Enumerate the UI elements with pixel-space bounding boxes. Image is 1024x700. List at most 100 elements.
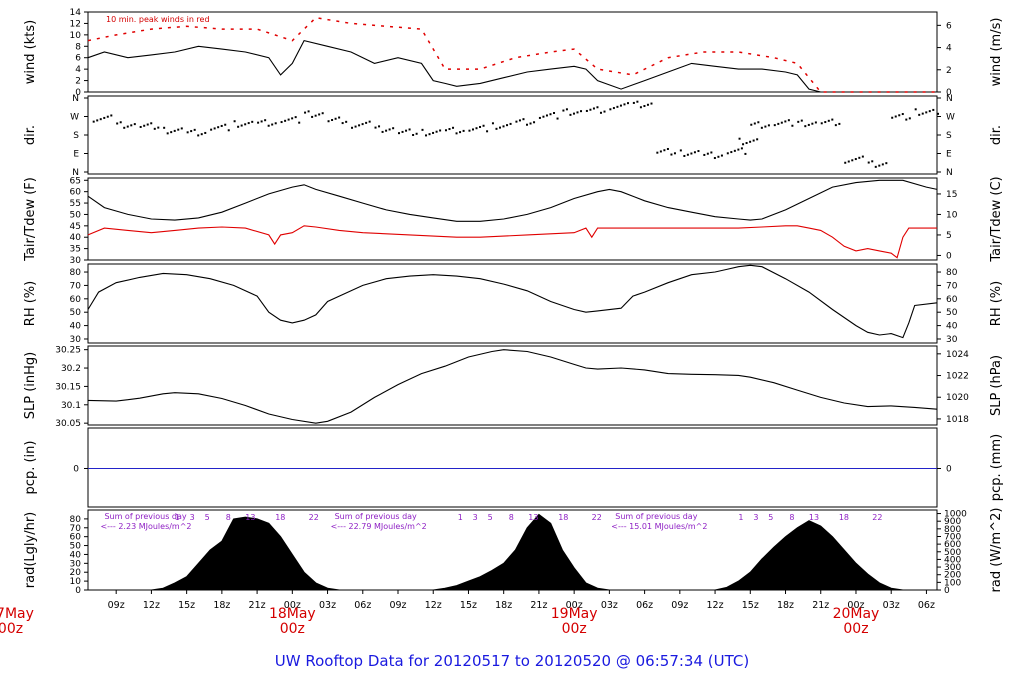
dir-point — [733, 149, 736, 152]
temp-ylabel-right: Tair/Tdew (C) — [989, 176, 1004, 262]
dir-point — [204, 131, 207, 134]
dir-point — [271, 123, 274, 126]
dir-point — [479, 125, 482, 128]
dir-point — [693, 151, 696, 154]
dir-point — [861, 155, 864, 158]
dir-point — [529, 122, 532, 125]
dir-tick-label: W — [70, 113, 79, 123]
wind-tick-label-right: 2 — [946, 66, 952, 76]
temp-tick-label-right: 15 — [946, 190, 957, 200]
dir-point — [307, 110, 310, 113]
rad-hour-mark: 18 — [839, 513, 849, 522]
rh-tick-label-right: 30 — [946, 335, 958, 345]
rad-hour-mark: 22 — [872, 513, 882, 522]
rad-ylabel-right: rad (W/m^2) — [989, 508, 1004, 593]
dir-point — [459, 131, 462, 134]
dir-point — [244, 123, 247, 126]
day-hour-label: 00z — [562, 621, 587, 637]
dir-point — [405, 129, 408, 132]
dir-point — [908, 117, 911, 120]
rad-hour-mark: 18 — [275, 513, 285, 522]
slp-ylabel-right: SLP (hPa) — [989, 355, 1004, 416]
dir-point — [905, 118, 908, 121]
rad-tick-label: 40 — [70, 550, 82, 560]
dir-point — [522, 118, 525, 121]
rh-tick-label-right: 80 — [946, 268, 958, 278]
dir-point — [119, 121, 122, 124]
rad-hour-mark: 13 — [245, 513, 255, 522]
rh-ylabel-left: RH (%) — [23, 281, 38, 326]
x-tick-label: 03z — [601, 600, 618, 611]
dir-point — [740, 147, 743, 150]
rad-annotation-line2: <--- 15.01 MJoules/m^2 — [611, 522, 707, 531]
dir-point — [777, 122, 780, 125]
rh-tick-label: 80 — [70, 268, 82, 278]
dir-point — [327, 120, 330, 123]
dir-point — [509, 122, 512, 125]
dir-point — [157, 126, 160, 129]
dir-point — [96, 119, 99, 122]
dir-point — [321, 112, 324, 115]
rad-hour-mark: 3 — [473, 513, 478, 522]
dir-point — [626, 102, 629, 105]
rad-annotation-line1: Sum of previous day — [104, 512, 186, 521]
temp-tick-label: 60 — [70, 188, 82, 198]
dir-point — [314, 114, 317, 117]
dir-point — [791, 124, 794, 127]
dir-point — [392, 127, 395, 130]
dir-point — [475, 127, 478, 130]
dir-point — [126, 125, 129, 128]
rad-tick-label: 60 — [70, 533, 82, 543]
x-tick-label: 00z — [847, 600, 864, 611]
dir-tick-label: N — [72, 94, 79, 104]
wind-series-wind — [87, 39, 937, 93]
dir-point — [374, 126, 377, 129]
dir-point — [515, 120, 518, 123]
rad-hour-mark: 3 — [753, 513, 758, 522]
rad-ylabel-left: rad(Lgly/hr) — [23, 512, 38, 588]
dir-point — [639, 106, 642, 109]
temp-tick-label: 40 — [70, 233, 82, 243]
rad-hour-mark: 3 — [190, 513, 195, 522]
dir-point — [780, 121, 783, 124]
dir-point — [585, 109, 588, 112]
rad-tick-label-right: 500 — [944, 548, 961, 558]
rad-tick-label-right: 0 — [944, 586, 950, 596]
x-tick-label: 12z — [707, 600, 724, 611]
day-hour-label: 00z — [0, 621, 23, 637]
rh-panel: RH (%) RH (%) 30 40 50 60 70 80 30 40 50 60 70 80 — [23, 263, 1004, 345]
dir-point — [686, 153, 689, 156]
rad-tick-label: 30 — [70, 559, 82, 569]
wind-tick-label: 12 — [70, 19, 81, 29]
dir-point — [838, 122, 841, 125]
slp-tick-label: 30.05 — [55, 419, 81, 429]
dir-point — [925, 111, 928, 114]
dir-panel: dir. dir.N NE ES SW WN N — [23, 94, 1004, 178]
dir-point — [415, 132, 418, 135]
dir-point — [713, 157, 716, 160]
day-label: 19May — [551, 606, 598, 622]
slp-tick-label: 30.15 — [55, 382, 81, 392]
wind-tick-label: 8 — [75, 42, 81, 52]
dir-point — [632, 101, 635, 104]
dir-point — [858, 156, 861, 159]
slp-frame — [87, 345, 938, 426]
dir-point — [569, 113, 572, 116]
dir-point — [928, 110, 931, 113]
dir-point — [439, 129, 442, 132]
dir-point — [190, 130, 193, 133]
dir-point — [421, 128, 424, 131]
dir-point — [398, 132, 401, 135]
dir-point — [901, 113, 904, 116]
dir-point — [471, 128, 474, 131]
dir-point — [556, 117, 559, 120]
dir-ylabel-left: dir. — [23, 125, 38, 145]
wind-tick-label: 4 — [75, 65, 81, 75]
dir-point — [358, 124, 361, 127]
dir-point — [163, 126, 166, 129]
dir-point — [834, 124, 837, 127]
temp-tick-label-right: 0 — [946, 251, 952, 261]
temp-ylabel-left: Tair/Tdew (F) — [23, 177, 38, 262]
dir-point — [240, 124, 243, 127]
